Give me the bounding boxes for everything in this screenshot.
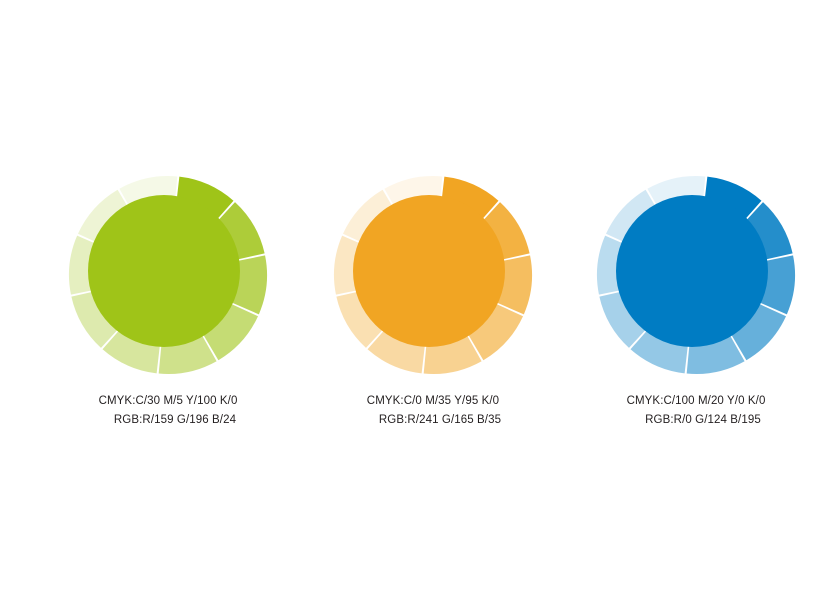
wheel-segment [599,290,649,348]
cmyk-value-green: CMYK:C/30 M/5 Y/100 K/0 [98,395,238,407]
color-swatch-orange: CMYK:C/0 M/35 Y/95 K/0 RGB:R/241 G/165 B… [303,176,563,430]
wheel-segment [605,189,661,246]
wheel-segment [102,327,160,374]
wheel-inner-disc [616,195,768,347]
cmyk-value-blue: CMYK:C/100 M/20 Y/0 K/0 [626,395,766,407]
cmyk-value-orange: CMYK:C/0 M/35 Y/95 K/0 [366,395,500,407]
wheel-segment [480,202,530,260]
color-values-green: CMYK:C/30 M/5 Y/100 K/0 RGB:R/159 G/196 … [99,392,238,430]
wheel-inner-disc [88,195,240,347]
wheel-segment [71,290,121,348]
wheel-segment [743,202,793,260]
wheel-segment [215,202,265,260]
wheel-segment [630,327,688,374]
wheel-segment [731,304,787,361]
color-wheel-orange [334,176,532,374]
wheel-segment [468,304,524,361]
wheel-segment [232,255,267,315]
color-wheel-blue [597,176,795,374]
wheel-segment [497,255,532,315]
wheel-segment [336,290,386,348]
wheel-segment [77,189,133,246]
color-swatch-blue: CMYK:C/100 M/20 Y/0 K/0 RGB:R/0 G/124 B/… [566,176,826,430]
color-wheel-orange-graphic [334,176,532,374]
color-values-orange: CMYK:C/0 M/35 Y/95 K/0 RGB:R/241 G/165 B… [365,392,501,430]
color-values-blue: CMYK:C/100 M/20 Y/0 K/0 RGB:R/0 G/124 B/… [627,392,766,430]
wheel-inner-disc [353,195,505,347]
rgb-value-orange: RGB:R/241 G/165 B/35 [378,414,502,426]
wheel-segment [342,189,398,246]
color-swatch-green: CMYK:C/30 M/5 Y/100 K/0 RGB:R/159 G/196 … [38,176,298,430]
wheel-segment [367,327,425,374]
color-wheel-green [69,176,267,374]
wheel-segment [203,304,259,361]
color-wheel-green-graphic [69,176,267,374]
rgb-value-green: RGB:R/159 G/196 B/24 [113,414,237,426]
rgb-value-blue: RGB:R/0 G/124 B/195 [645,414,761,426]
color-wheel-blue-graphic [597,176,795,374]
wheel-segment [760,255,795,315]
